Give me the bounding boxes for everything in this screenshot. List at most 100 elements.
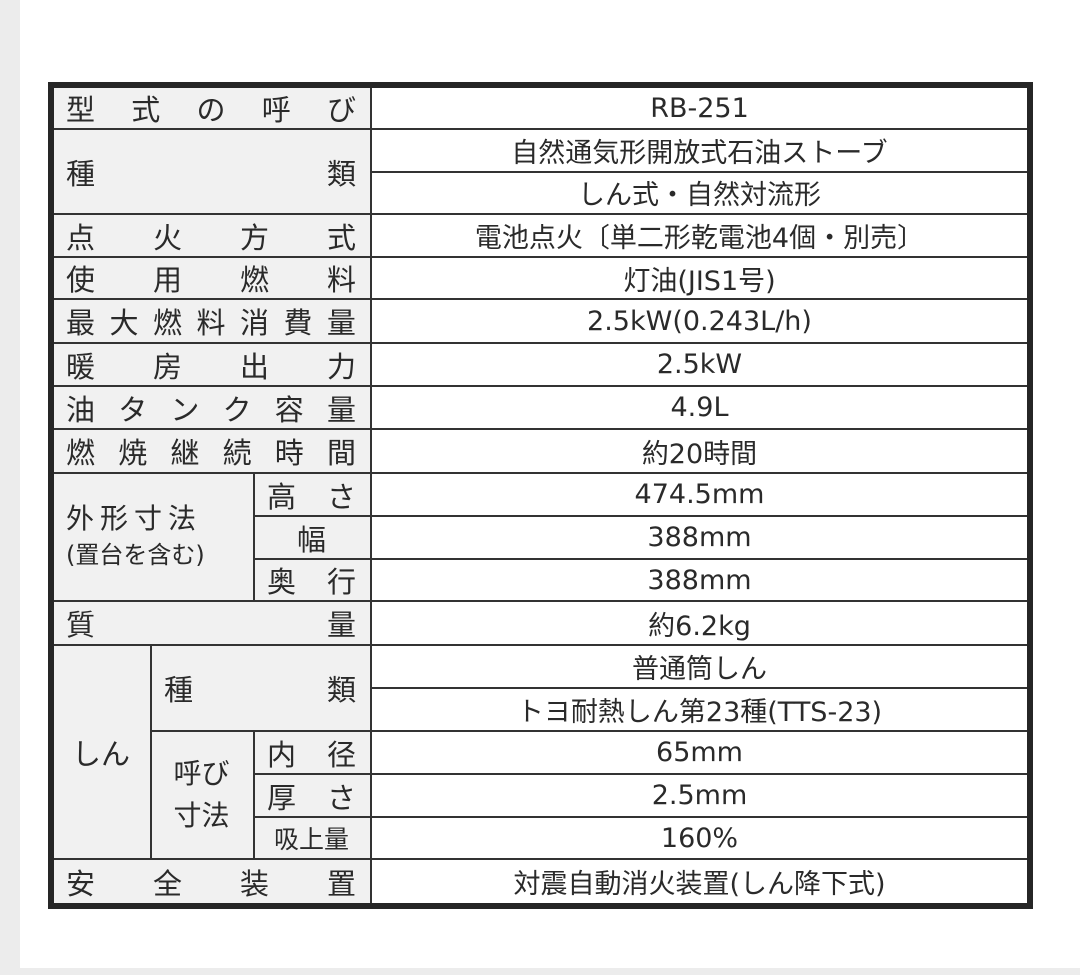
label-line: 寸法 (173, 799, 230, 832)
label-char: 油 (66, 392, 96, 427)
label-char: 奥 (267, 565, 297, 599)
label-char: 種 (66, 156, 96, 191)
label-char: タ (118, 392, 148, 427)
spec-value: 388mm (372, 517, 1027, 560)
spec-value: 2.5kW (372, 344, 1027, 387)
label-char: 燃 (239, 263, 269, 297)
label-char: 方 (239, 220, 269, 255)
label-char: 類 (326, 156, 356, 191)
label-char: の (196, 93, 226, 127)
spec-value: 対震自動消火装置(しん降下式) (513, 869, 886, 900)
label-char: ン (170, 392, 200, 427)
label-char: び (326, 93, 356, 127)
spec-value: 灯油(JIS1号) (372, 258, 1027, 300)
label-char: 用 (152, 263, 182, 297)
label-char: 費 (283, 306, 313, 340)
spec-value: 2.5mm (372, 775, 1027, 818)
spec-value: 160% (372, 818, 1027, 860)
label-char: 径 (326, 737, 356, 772)
label-char: 量 (326, 608, 356, 642)
spec-value: 65mm (372, 732, 1027, 775)
bottom-bar (20, 968, 1080, 975)
label-char: 暖 (66, 349, 96, 384)
label-char: 安 (66, 866, 96, 901)
label-char: 型 (66, 93, 96, 127)
label-char: 高 (267, 479, 297, 514)
label-char: 点 (66, 220, 96, 255)
label-char: 内 (267, 737, 297, 772)
spec-value: 自然通気形開放式石油ストーブ (372, 130, 1027, 173)
label-char: 種 (164, 673, 194, 707)
label-char: 力 (326, 349, 356, 384)
label-char: さ (326, 479, 356, 514)
spec-label: 種類 (54, 130, 372, 215)
label-char: 料 (196, 306, 226, 340)
label-char: 料 (326, 263, 356, 297)
label-char: 呼 (261, 93, 291, 127)
spec-label: 最大燃料消費量 (54, 300, 372, 344)
label-char: 量 (326, 306, 356, 340)
label-char: 吸上量 (273, 825, 349, 854)
spec-value: トヨ耐熱しん第23種(TTS-23) (372, 689, 1027, 732)
label-char: 量 (326, 392, 356, 427)
spec-table: 型式の呼び RB-251 種類自然通気形開放式石油ストーブ しん式・自然対流形点火方式… (48, 82, 1033, 909)
wick-type-label: 種類 (152, 646, 372, 732)
label-char: 続 (222, 436, 252, 470)
spec-value: 約6.2kg (372, 602, 1027, 646)
spec-label: 型式の呼び (54, 88, 372, 130)
wick-size-item-label: 内径 (255, 732, 372, 775)
label-char: 容 (274, 392, 304, 427)
spec-value: 普通筒しん (372, 646, 1027, 689)
spec-label: 油タンク容量 (54, 387, 372, 430)
label-char: 燃 (152, 306, 182, 340)
dimension-label: 幅 (255, 517, 372, 560)
wick-size-label: 呼び 寸法 (152, 732, 255, 860)
spec-value: 4.9L (372, 387, 1027, 430)
spec-label: 使用燃料 (54, 258, 372, 300)
label-char: 間 (326, 436, 356, 470)
label-char: 幅 (296, 522, 326, 557)
dimension-label: 高さ (255, 474, 372, 517)
label-char: 焼 (118, 436, 148, 470)
label-char: 消 (239, 306, 269, 340)
spec-label: 燃焼継続時間 (54, 430, 372, 474)
spec-label: 点火方式 (54, 215, 372, 258)
label-char: 置 (326, 866, 356, 901)
mass-label: 質量 (54, 602, 372, 646)
label-char: 全 (152, 866, 182, 901)
spec-value: しん式・自然対流形 (372, 173, 1027, 215)
label-line: (置台を含む) (66, 541, 205, 569)
label-char: 類 (326, 673, 356, 707)
spec-value: 約20時間 (372, 430, 1027, 474)
label-char: 使 (66, 263, 96, 297)
safety-label: 安全装置 (54, 860, 372, 903)
dimensions-label: 外形寸法 (置台を含む) (54, 474, 255, 602)
label-char: 式 (326, 220, 356, 255)
label-char: 最 (66, 306, 96, 340)
spec-label: 暖房出力 (54, 344, 372, 387)
scrollbar-track (0, 0, 20, 975)
wick-label: しん (54, 646, 152, 860)
label-char: 厚 (267, 780, 297, 815)
label-char: 火 (152, 220, 182, 255)
spec-value: RB-251 (372, 88, 1027, 130)
label-char: ク (222, 392, 252, 427)
dimension-label: 奥行 (255, 560, 372, 602)
label-char: 出 (239, 349, 269, 384)
spec-value: 388mm (372, 560, 1027, 602)
label-char: 行 (326, 565, 356, 599)
label-char: 燃 (66, 436, 96, 470)
spec-value: 2.5kW(0.243L/h) (372, 300, 1027, 344)
label-char: 房 (152, 349, 182, 384)
label-char: 質 (66, 608, 96, 642)
label-char: 式 (131, 93, 161, 127)
spec-value: 電池点火〔単二形乾電池4個・別売〕 (372, 215, 1027, 258)
label-char: 装 (239, 866, 269, 901)
wick-size-item-label: 厚さ (255, 775, 372, 818)
label-char: 時 (274, 436, 304, 470)
label-char: さ (326, 780, 356, 815)
spec-value: 474.5mm (372, 474, 1027, 517)
label-char: 大 (109, 306, 139, 340)
wick-size-item-label: 吸上量 (255, 818, 372, 860)
label-char: 継 (170, 436, 200, 470)
